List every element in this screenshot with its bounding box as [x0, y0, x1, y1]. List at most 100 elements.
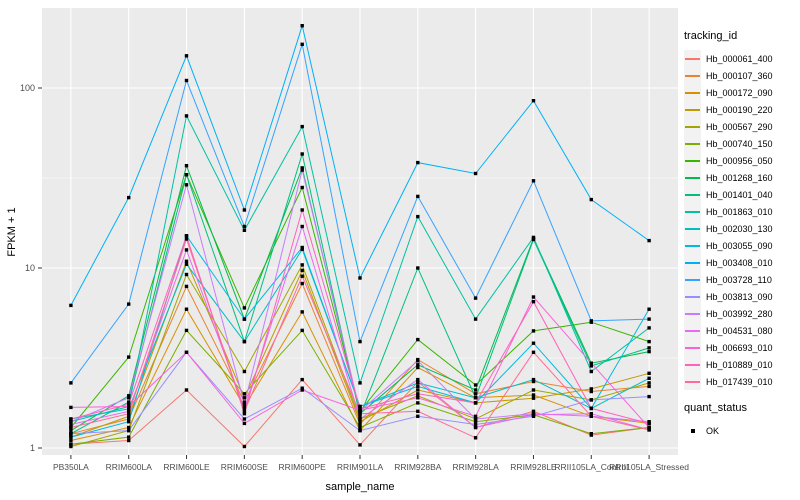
legend-panel: tracking_id Hb_000061_400 Hb_000107_360 Hb…	[684, 30, 798, 439]
legend-item-label: Hb_003728_110	[706, 274, 772, 285]
data-point	[300, 377, 304, 382]
data-point	[300, 24, 304, 28]
data-point	[300, 208, 304, 212]
data-point	[242, 317, 247, 321]
legend-item-Hb_000567_290: Hb_000567_290	[684, 118, 798, 135]
data-point	[358, 443, 362, 447]
data-point	[300, 166, 304, 170]
data-point	[69, 381, 73, 385]
data-point	[242, 402, 247, 406]
y-tick-label: 100	[20, 83, 35, 93]
legend-key-swatch	[684, 339, 701, 356]
data-point	[416, 160, 420, 165]
legend-key-swatch	[684, 373, 701, 390]
data-point	[69, 420, 73, 424]
data-point	[473, 392, 478, 396]
x-tick-label-RRIM901LA: RRIM901LA	[337, 462, 384, 472]
legend-key-swatch	[684, 271, 701, 288]
data-point	[242, 409, 247, 413]
data-point	[242, 444, 247, 449]
legend-item-label: Hb_003813_090	[706, 291, 773, 302]
data-point	[242, 421, 247, 426]
legend-title-tracking-id: tracking_id	[684, 30, 738, 42]
legend-key-line	[685, 261, 700, 264]
data-point	[69, 442, 73, 446]
data-point	[531, 235, 536, 240]
data-point	[473, 436, 478, 440]
data-point	[184, 237, 189, 241]
data-point	[358, 420, 362, 424]
legend-item-label: Hb_000740_150	[706, 138, 773, 149]
data-point	[69, 438, 73, 443]
legend-key-line	[685, 295, 700, 298]
legend-item-quant-OK: OK	[684, 422, 798, 439]
data-point	[242, 208, 247, 212]
data-point	[242, 412, 247, 416]
quant-status-label: OK	[706, 425, 720, 436]
legend-key-line	[685, 125, 700, 128]
data-point	[358, 414, 362, 418]
legend-key-swatch	[684, 237, 701, 254]
legend-item-Hb_000107_360: Hb_000107_360	[684, 67, 798, 84]
y-tick-label: 1	[30, 443, 35, 453]
x-tick-label-RRIM928BA: RRIM928BA	[394, 462, 442, 472]
legend-item-Hb_003408_010: Hb_003408_010	[684, 254, 798, 271]
data-point	[69, 425, 73, 430]
data-point	[589, 398, 593, 402]
data-point	[69, 432, 73, 436]
legend-key-line	[685, 244, 700, 247]
legend-key-swatch	[684, 67, 701, 84]
data-point	[127, 438, 131, 443]
data-point	[473, 425, 478, 430]
data-point	[416, 377, 420, 382]
data-point	[69, 417, 73, 421]
legend-key-swatch	[684, 288, 701, 305]
data-point	[184, 284, 189, 289]
legend-item-label: Hb_000107_360	[706, 70, 773, 81]
data-point	[647, 394, 651, 399]
data-point	[127, 195, 131, 200]
data-point	[300, 42, 304, 46]
legend-key-line	[685, 363, 700, 366]
data-point	[127, 420, 131, 424]
legend-item-Hb_001401_040: Hb_001401_040	[684, 186, 798, 203]
legend-item-Hb_003813_090: Hb_003813_090	[684, 288, 798, 305]
data-point	[531, 413, 536, 417]
legend-item-Hb_001863_010: Hb_001863_010	[684, 203, 798, 220]
data-point	[473, 422, 478, 427]
legend-item-Hb_003728_110: Hb_003728_110	[684, 271, 798, 288]
data-point	[300, 281, 304, 286]
data-point	[300, 386, 304, 390]
legend-item-Hb_004531_080: Hb_004531_080	[684, 322, 798, 339]
data-point	[589, 364, 593, 368]
data-point	[184, 54, 189, 58]
legend-key-swatch	[684, 186, 701, 203]
data-point	[127, 400, 131, 404]
data-point	[69, 405, 73, 410]
data-point	[416, 214, 420, 219]
data-point	[647, 384, 651, 389]
data-point	[531, 377, 536, 382]
data-point	[127, 407, 131, 411]
data-point	[127, 394, 131, 398]
legend-item-Hb_000956_050: Hb_000956_050	[684, 152, 798, 169]
data-point	[589, 197, 593, 202]
data-point	[300, 274, 304, 278]
data-point	[69, 435, 73, 439]
data-point	[358, 412, 362, 416]
data-point	[647, 349, 651, 354]
data-point	[127, 414, 131, 418]
data-point	[416, 396, 420, 400]
legend-item-label: Hb_002030_130	[706, 223, 773, 234]
data-point	[416, 365, 420, 370]
legend-item-label: Hb_003992_280	[706, 308, 773, 319]
legend-item-label: Hb_004531_080	[706, 325, 773, 336]
data-point	[589, 319, 593, 323]
legend-item-Hb_000190_220: Hb_000190_220	[684, 101, 798, 118]
data-point	[647, 307, 651, 311]
data-point	[473, 414, 478, 418]
data-point	[647, 238, 651, 243]
legend-key-swatch	[684, 135, 701, 152]
data-point	[647, 425, 651, 430]
data-point	[589, 414, 593, 418]
